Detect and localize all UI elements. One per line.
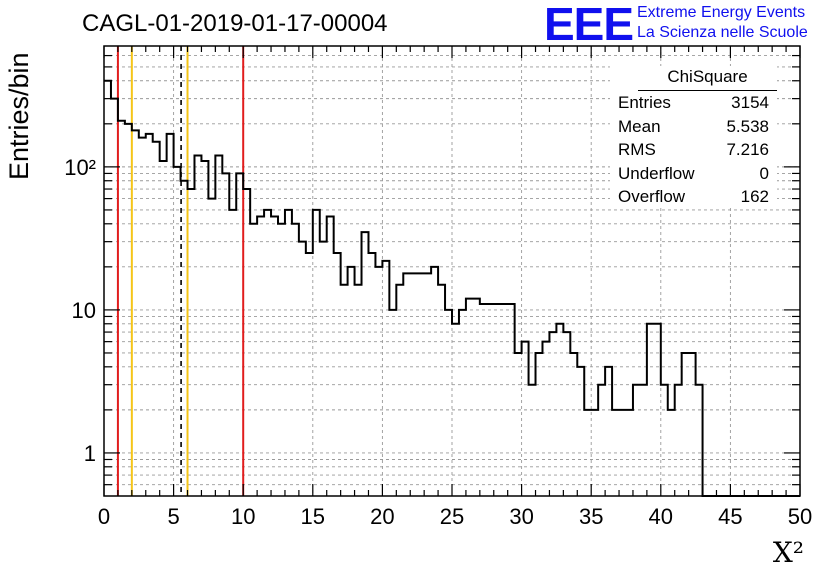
stats-title: ChiSquare [638, 66, 777, 91]
x-tick-label: 45 [718, 504, 742, 529]
x-tick-label: 50 [788, 504, 812, 529]
x-tick-label: 5 [167, 504, 179, 529]
stats-value: 5.538 [726, 116, 769, 136]
stats-box: ChiSquare Entries 3154 Mean 5.538 RMS 7.216… [610, 66, 777, 208]
stats-value: 3154 [731, 93, 769, 112]
stats-row-underflow: Underflow 0 [610, 162, 777, 186]
stats-label: Mean [618, 116, 661, 136]
x-tick-label: 10 [231, 504, 255, 529]
logo-line-2: La Scienza nelle Scuole [637, 24, 808, 41]
x-tick-label: 15 [301, 504, 325, 529]
y-tick-label: 1 [84, 441, 96, 466]
histogram-series [104, 79, 800, 497]
stats-label: RMS [618, 140, 656, 159]
x-tick-label: 25 [440, 504, 464, 529]
stats-row-rms: RMS 7.216 [610, 138, 777, 162]
stats-label: Entries [618, 93, 671, 112]
eee-logo: EEE [544, 0, 634, 50]
x-tick-label: 35 [579, 504, 603, 529]
x-axis-label: X² [772, 536, 804, 569]
logo-line-1: Extreme Energy Events [637, 4, 806, 21]
stats-value: 162 [740, 187, 769, 206]
tick-labels: 0 5 10 15 20 25 30 35 40 45 50 1 10 10² [64, 155, 812, 529]
x-tick-label: 20 [370, 504, 394, 529]
axis-ticks [103, 46, 801, 496]
y-axis-label: Entries/bin [4, 52, 34, 180]
stats-label: Underflow [618, 163, 695, 183]
x-tick-label: 30 [509, 504, 533, 529]
reference-lines [116, 46, 245, 496]
run-title: CAGL-01-2019-01-17-00004 [82, 10, 388, 37]
stats-label: Overflow [618, 187, 686, 206]
y-tick-label: 10² [64, 155, 96, 180]
stats-row-mean: Mean 5.538 [610, 115, 777, 139]
y-tick-label: 10 [72, 298, 96, 323]
stats-value: 7.216 [726, 140, 769, 159]
stats-row-overflow: Overflow 162 [610, 185, 777, 209]
stats-row-entries: Entries 3154 [610, 91, 777, 115]
x-tick-label: 0 [98, 504, 110, 529]
x-tick-label: 40 [649, 504, 673, 529]
histogram-steps [104, 79, 800, 497]
stats-value: 0 [759, 163, 769, 183]
